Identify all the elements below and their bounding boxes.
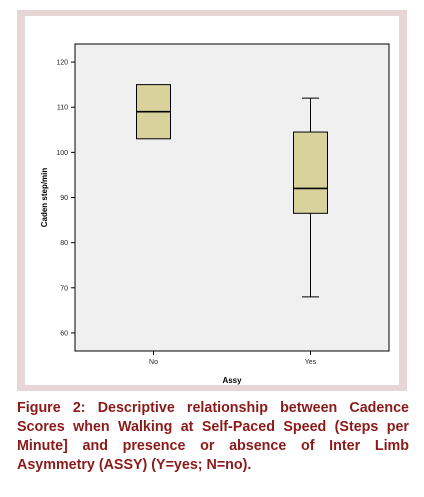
box-plot-chart: 60 70 80 90 100 110 120 No Yes Caden step/min A… (40, 43, 390, 385)
y-tick-label: 70 (60, 285, 68, 292)
figure-caption-label: Figure 2: (17, 400, 86, 416)
y-axis: 60 70 80 90 100 110 120 (56, 60, 75, 337)
chart-panel: 60 70 80 90 100 110 120 No Yes Caden step/min A… (25, 16, 399, 385)
figure-caption-text: Descriptive relationship between Cadence… (17, 400, 409, 473)
box-series (136, 84, 328, 298)
y-tick-label: 90 (60, 195, 68, 202)
y-tick-label: 60 (60, 330, 68, 337)
interquartile-box (293, 131, 328, 214)
plot-area (74, 43, 390, 352)
box-no (136, 84, 171, 140)
figure-frame: 60 70 80 90 100 110 120 No Yes Caden step/min A… (17, 10, 407, 391)
y-tick-label: 110 (57, 105, 68, 112)
y-tick-label: 100 (56, 150, 68, 157)
y-tick-label: 120 (56, 60, 68, 67)
figure-caption: Figure 2: Descriptive relationship betwe… (17, 399, 409, 475)
x-tick-label: Yes (305, 359, 317, 366)
x-tick-label: No (149, 359, 158, 366)
x-axis: No Yes (149, 351, 317, 366)
x-axis-label: Assy (222, 376, 242, 385)
y-tick-label: 80 (60, 240, 68, 247)
y-axis-label: Caden step/min (40, 168, 49, 228)
box-yes (293, 97, 328, 298)
